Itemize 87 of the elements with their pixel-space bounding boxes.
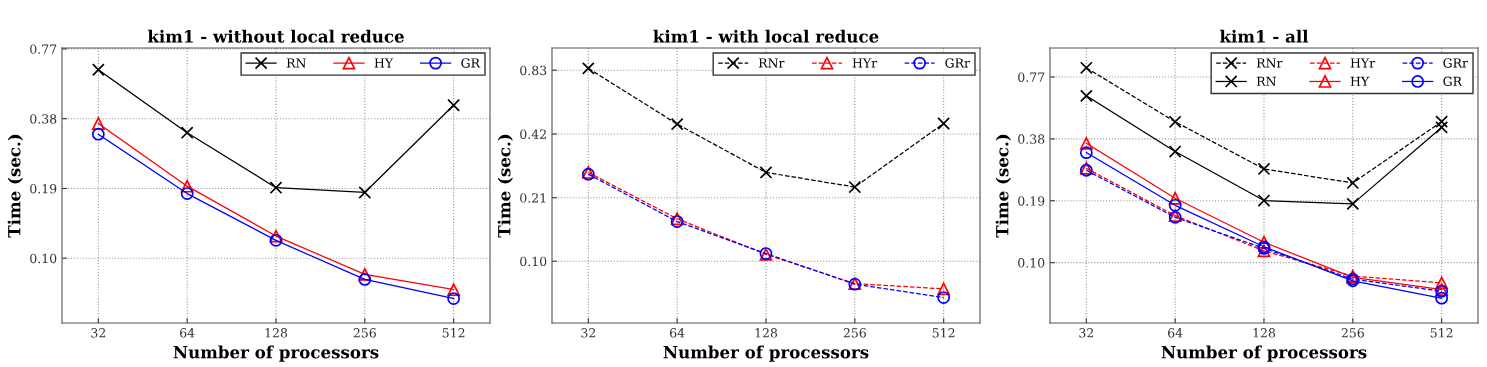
point: [91, 127, 105, 141]
y-tick-label: 0.19: [30, 183, 57, 194]
point: [1168, 115, 1182, 129]
x-axis-title: Number of processors: [663, 345, 869, 362]
point: [269, 229, 283, 243]
legend-label: RN: [1256, 76, 1276, 87]
y-tick-label: 0.21: [520, 193, 546, 203]
x-tick-label: 128: [265, 328, 288, 338]
legend-label: RN: [286, 58, 306, 68]
x-tick-label: 32: [91, 328, 106, 338]
y-tick-label: 0.10: [30, 253, 57, 264]
legend-label: GRr: [1443, 58, 1468, 68]
legend-label: RNr: [1256, 58, 1283, 68]
point: [358, 186, 372, 199]
x-tick-label: 256: [353, 328, 376, 338]
y-tick-label: 0.38: [30, 114, 57, 124]
legend-label: HYr: [852, 58, 878, 68]
x-axis-title: Number of processors: [1161, 345, 1367, 362]
point: [1079, 89, 1093, 103]
point: [1257, 194, 1271, 207]
y-tick-label: 0.77: [30, 44, 57, 54]
y-tick-label: 0.10: [1018, 258, 1045, 268]
chart-title: kim1 - with local reduce: [653, 29, 879, 43]
point: [1257, 162, 1271, 176]
point: [1435, 115, 1449, 129]
point: [759, 166, 773, 179]
x-tick-label: 32: [581, 328, 596, 338]
point: [1346, 176, 1360, 190]
point: [447, 292, 461, 305]
point: [1257, 235, 1271, 249]
x-tick-label: 256: [1341, 328, 1364, 338]
point: [91, 117, 105, 130]
point: [358, 268, 372, 281]
point: [1346, 197, 1360, 211]
x-tick-label: 64: [1168, 328, 1183, 338]
y-tick-label: 0.19: [1018, 196, 1045, 206]
x-tick-label: 512: [1430, 328, 1453, 338]
point: [1168, 191, 1182, 205]
x-tick-label: 256: [843, 328, 866, 338]
legend-label: GRr: [945, 58, 970, 68]
x-tick-label: 512: [932, 328, 955, 338]
point: [358, 273, 372, 286]
point: [670, 117, 684, 131]
legend-label: GR: [1443, 76, 1463, 87]
point: [1168, 198, 1182, 212]
point: [1435, 276, 1449, 290]
point: [1079, 61, 1093, 75]
point: [269, 181, 283, 195]
point: [447, 98, 461, 112]
point: [581, 61, 595, 75]
x-tick-label: 128: [755, 328, 778, 338]
legend-label: GR: [461, 58, 481, 68]
point: [269, 233, 283, 247]
chart-title: kim1 - without local reduce: [147, 29, 404, 43]
point: [1079, 137, 1093, 150]
y-tick-label: 0.10: [520, 256, 547, 267]
y-tick-label: 0.83: [520, 65, 547, 76]
y-axis-title: Time (sec.): [7, 134, 23, 238]
point: [91, 63, 105, 77]
x-tick-label: 64: [670, 328, 685, 338]
x-tick-label: 512: [442, 328, 465, 338]
point: [848, 180, 862, 194]
point: [937, 291, 951, 304]
y-axis-title: Time (sec.): [995, 134, 1011, 238]
point: [180, 126, 194, 140]
point: [1435, 291, 1449, 305]
y-tick-label: 0.77: [1018, 72, 1045, 82]
y-axis-title: Time (sec.): [497, 134, 513, 238]
legend-label: RNr: [758, 58, 785, 68]
x-tick-label: 128: [1253, 328, 1276, 338]
point: [1079, 146, 1093, 160]
x-tick-label: 64: [180, 328, 195, 338]
legend-label: HYr: [1350, 58, 1376, 68]
y-tick-label: 0.42: [520, 129, 546, 139]
chart-title: kim1 - all: [1220, 29, 1309, 43]
legend-label: HY: [1350, 76, 1370, 86]
point: [447, 283, 461, 297]
legend-label: HY: [374, 58, 394, 68]
y-tick-label: 0.38: [1018, 134, 1045, 144]
point: [1168, 145, 1182, 158]
point: [937, 117, 951, 130]
point: [180, 187, 194, 200]
x-tick-label: 32: [1079, 328, 1094, 338]
point: [1435, 120, 1449, 134]
point: [937, 282, 951, 296]
point: [180, 179, 194, 193]
x-axis-title: Number of processors: [173, 345, 379, 362]
